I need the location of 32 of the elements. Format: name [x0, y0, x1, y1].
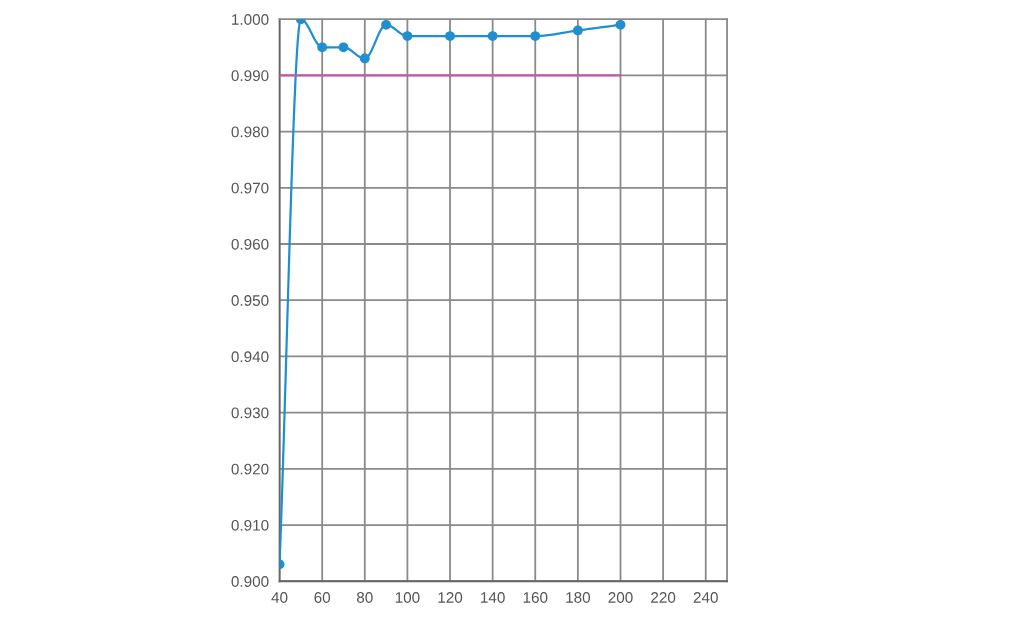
x-tick-label: 100: [395, 592, 420, 603]
y-tick-label: 0.970: [231, 182, 269, 194]
point: [338, 42, 349, 53]
point: [381, 19, 392, 30]
y-tick-label: 1.000: [232, 14, 269, 25]
y-tick-label: 0.900: [231, 576, 269, 587]
y-tick-label: 0.910: [231, 519, 269, 531]
point: [487, 31, 498, 41]
x-tick-label: 200: [608, 592, 633, 603]
x-tick-label: 60: [314, 592, 331, 603]
x-tick-label: 40: [271, 592, 288, 603]
y-tick-label: 0.940: [231, 351, 269, 363]
y-tick-label: 0.990: [231, 70, 269, 82]
x-tick-label: 180: [566, 592, 591, 603]
x-tick-label: 140: [481, 592, 505, 603]
y-tick-label: 0.960: [231, 238, 269, 250]
point: [317, 42, 328, 53]
point: [402, 31, 413, 41]
point: [572, 25, 583, 36]
point: [445, 31, 455, 41]
point: [359, 53, 370, 64]
x-tick-label: 80: [356, 592, 373, 603]
x-tick-label: 120: [438, 592, 463, 603]
x-tick-label: 240: [693, 592, 718, 603]
y-tick-label: 0.980: [231, 126, 269, 138]
y-tick-label: 0.920: [231, 463, 269, 475]
point: [615, 19, 626, 30]
x-tick-label: 220: [651, 592, 676, 603]
y-tick-label: 0.930: [231, 407, 269, 419]
point: [530, 31, 541, 41]
x-tick-label: 160: [523, 592, 548, 603]
y-tick-label: 0.950: [231, 295, 269, 306]
